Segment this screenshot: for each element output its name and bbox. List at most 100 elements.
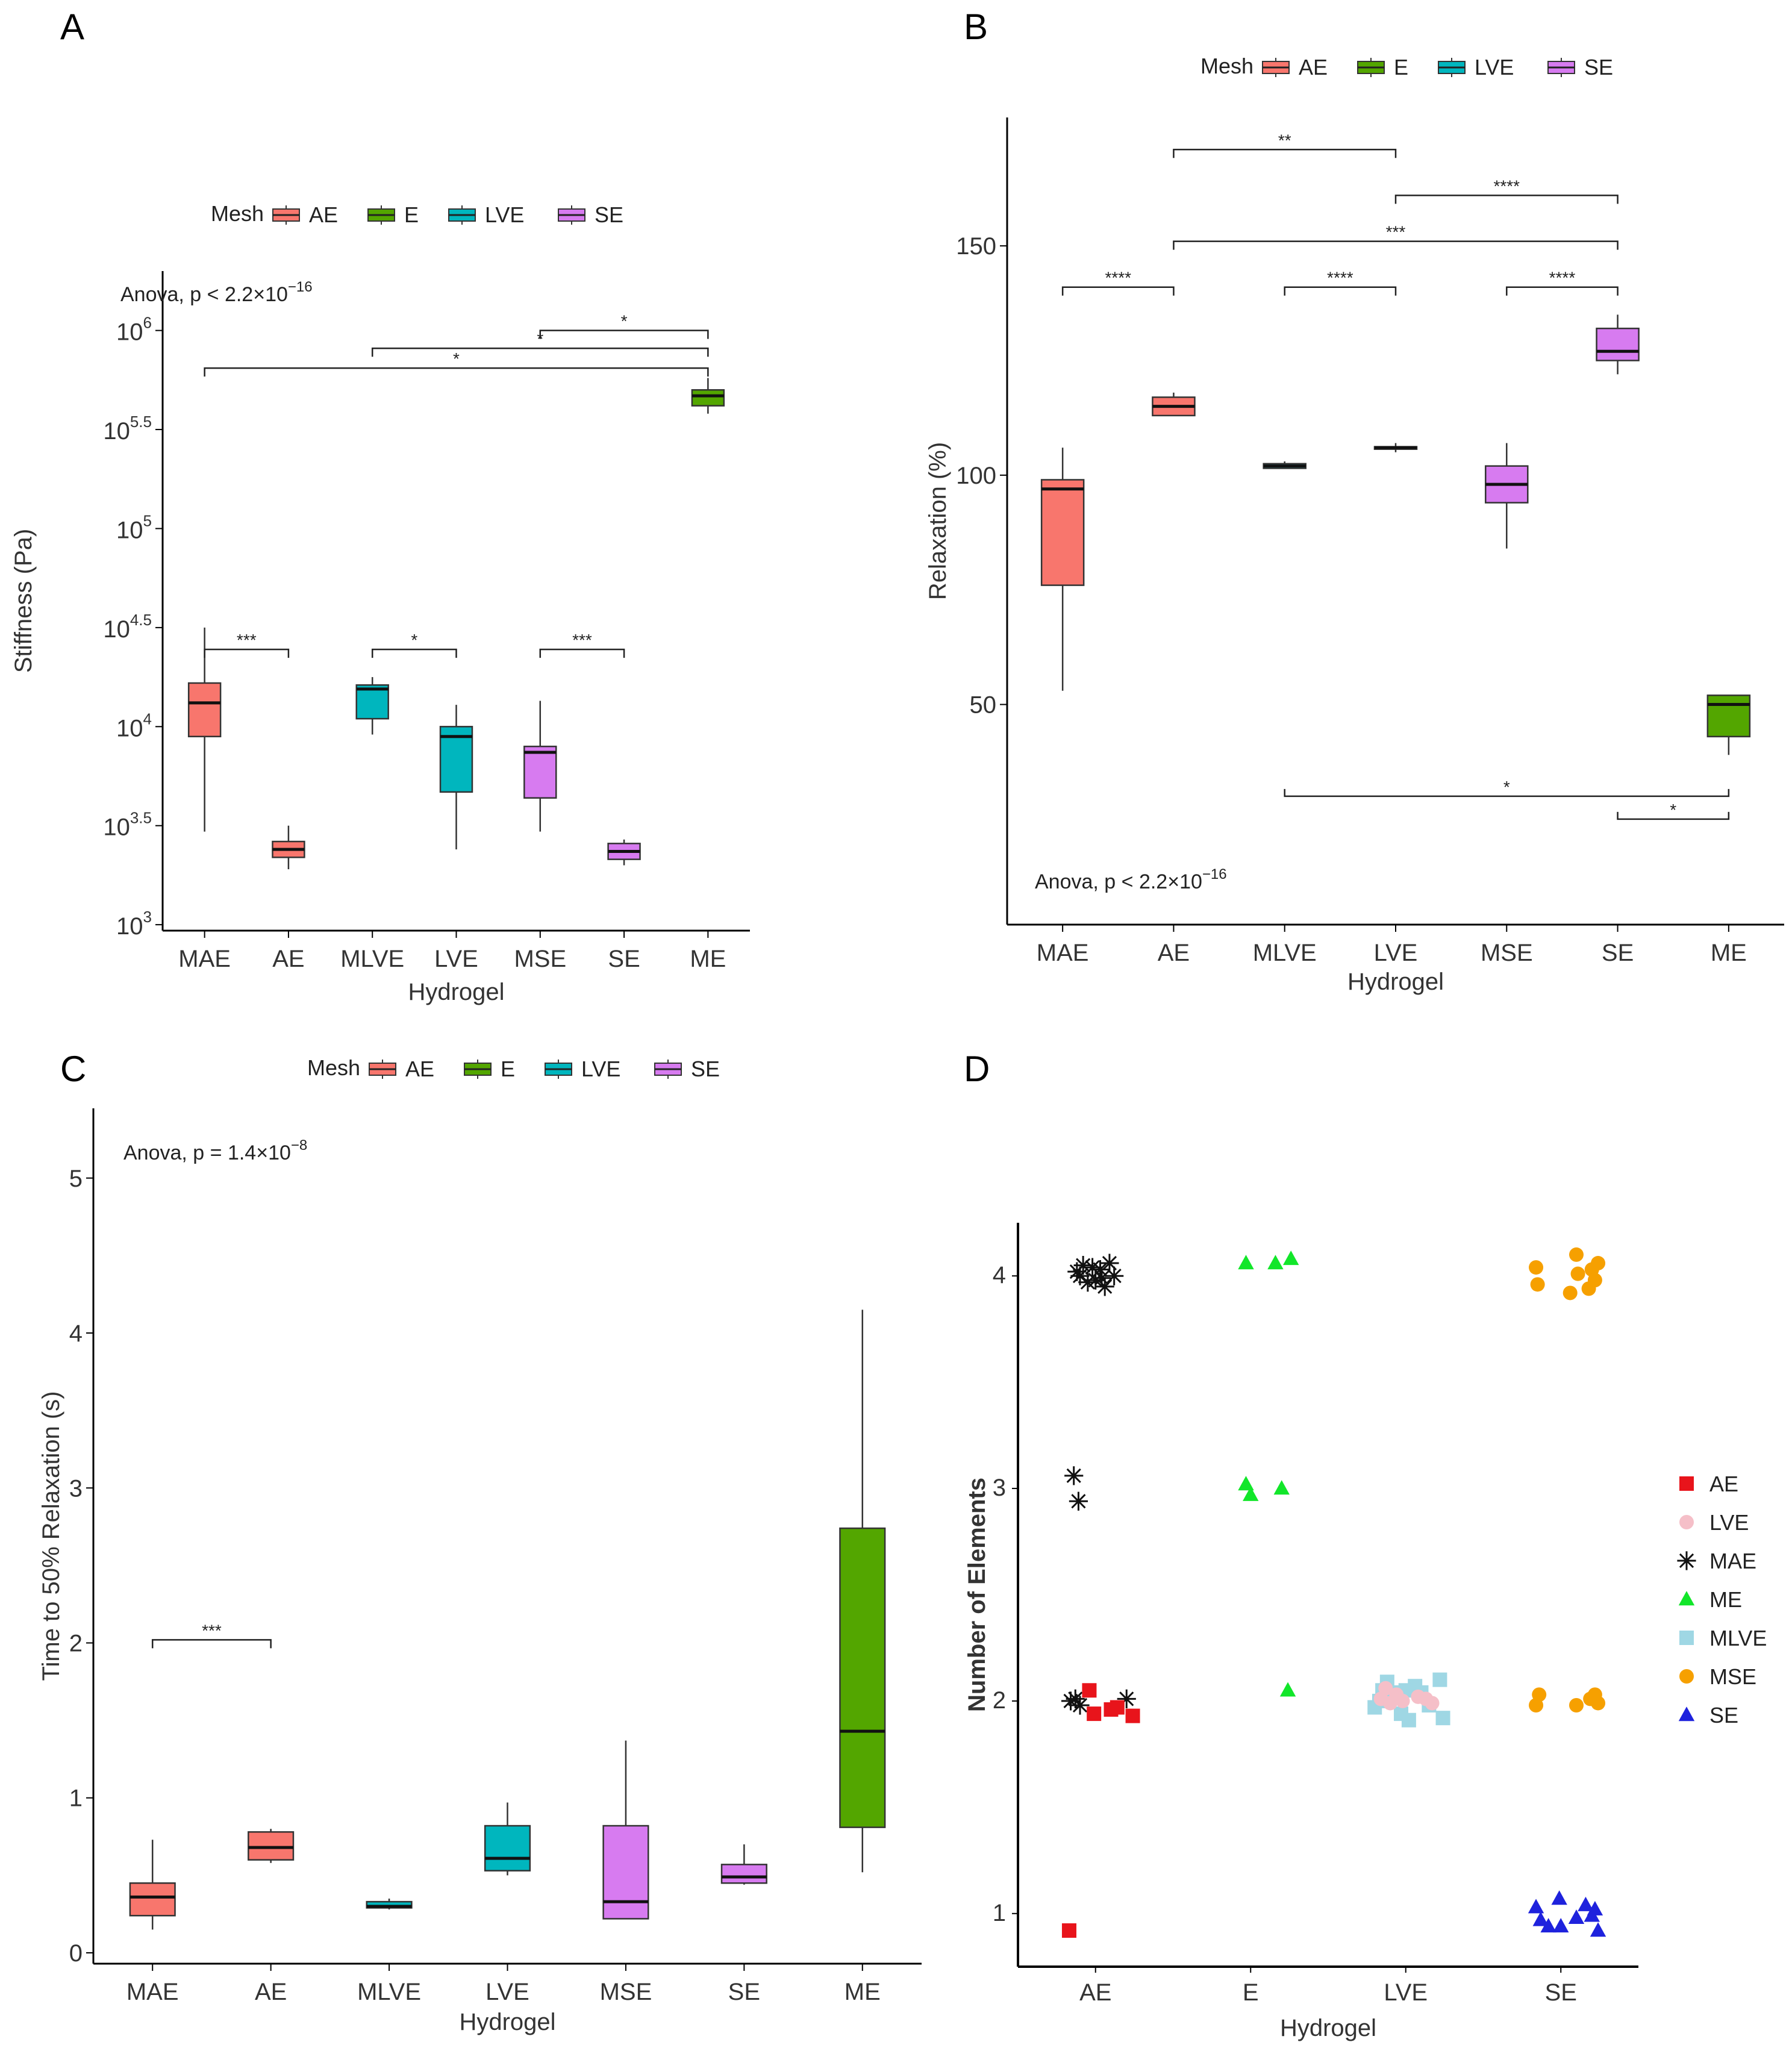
point-MAE [1066, 1689, 1085, 1708]
significance-label: * [537, 329, 543, 348]
point-MAE [1117, 1689, 1136, 1708]
anova-annotation: Anova, p < 2.2×10−16 [120, 279, 313, 306]
significance-bracket [1173, 240, 1619, 250]
significance-bracket [539, 648, 625, 658]
y-tick-label: 1 [69, 1785, 83, 1812]
point-ME [1238, 1255, 1254, 1270]
significance-bracket [1173, 149, 1397, 158]
point-LVE [1378, 1681, 1393, 1696]
legend-label-LVE: LVE [1709, 1510, 1749, 1535]
x-tick-label: ME [690, 946, 726, 972]
point-MSE [1532, 1687, 1547, 1702]
x-tick-label: LVE [1374, 940, 1418, 966]
legend-label-ME: ME [1709, 1587, 1742, 1612]
x-tick-label: LVE [1384, 1979, 1428, 2006]
y-tick-label: 103.5 [103, 809, 152, 841]
y-axis-title: Number of Elements [964, 1478, 990, 1712]
x-tick-label: ME [844, 1979, 881, 2005]
x-axis-title: Hydrogel [1347, 969, 1444, 995]
x-tick-label: E [1243, 1979, 1259, 2006]
panel-label: B [964, 7, 988, 47]
box-MAE [129, 1882, 176, 1917]
legend-title: Mesh [1200, 54, 1253, 78]
y-tick-label: 0 [69, 1940, 83, 1967]
x-tick-label: MSE [1481, 940, 1533, 966]
box-MAE [187, 682, 222, 737]
significance-label: *** [202, 1621, 222, 1640]
point-AE [1082, 1683, 1097, 1698]
y-tick-label: 1 [993, 1900, 1006, 1926]
significance-bracket [1617, 811, 1730, 820]
point-MAE [1083, 1258, 1102, 1277]
point-SE [1532, 1911, 1549, 1926]
legend-label-MAE: MAE [1709, 1549, 1756, 1573]
box-MLVE [366, 1900, 413, 1909]
y-tick-label: 2 [993, 1687, 1006, 1714]
point-MSE [1581, 1281, 1596, 1296]
significance-label: ** [1278, 131, 1291, 149]
box-ME [839, 1527, 886, 1828]
box-AE [248, 1831, 295, 1861]
y-tick-label: 106 [116, 314, 152, 346]
y-tick-label: 100 [956, 463, 996, 489]
panel-label: A [60, 7, 84, 47]
panel-c: C Mesh AE E LVE SE 0 1 2 3 4 5 MAE AE MLVE LVE MSE SE ME Hy… [38, 1049, 922, 2035]
y-tick-label: 150 [956, 233, 996, 260]
significance-bracket [151, 1639, 272, 1649]
significance-label: **** [1549, 269, 1576, 287]
legend-key-LVE [1679, 1515, 1694, 1529]
point-SE [1540, 1918, 1556, 1933]
significance-bracket [1061, 286, 1175, 296]
legend-key-SE [1678, 1706, 1695, 1722]
point-LVE [1425, 1696, 1440, 1711]
x-tick-label: MSE [514, 946, 566, 972]
y-tick-label: 5 [69, 1166, 83, 1192]
legend-label-E: E [404, 202, 419, 227]
point-MSE [1570, 1266, 1585, 1281]
point-AE [1087, 1706, 1102, 1722]
significance-bracket [371, 648, 457, 658]
box-SE [1596, 327, 1640, 361]
legend-label-SE: SE [1584, 55, 1613, 80]
y-tick-label: 50 [970, 692, 997, 719]
significance-bracket [1284, 286, 1397, 296]
point-SE [1578, 1896, 1594, 1911]
significance-label: * [621, 312, 628, 331]
significance-bracket [204, 367, 709, 377]
x-tick-label: MLVE [1253, 940, 1317, 966]
point-MAE [1061, 1691, 1081, 1711]
x-tick-label: MLVE [357, 1979, 421, 2005]
significance-label: *** [1386, 223, 1406, 242]
point-ME [1283, 1250, 1299, 1266]
point-MSE [1529, 1260, 1544, 1275]
significance-bracket [539, 329, 709, 339]
x-tick-label: LVE [434, 946, 478, 972]
x-tick-label: AE [1158, 940, 1190, 966]
box-ME [691, 389, 725, 407]
point-SE [1528, 1899, 1544, 1914]
panel-label: D [964, 1049, 990, 1089]
x-tick-label: AE [255, 1979, 287, 2005]
point-MSE [1530, 1277, 1545, 1292]
point-MAE [1092, 1269, 1111, 1288]
y-tick-label: 4 [69, 1320, 83, 1347]
legend-key-MAE [1677, 1551, 1696, 1570]
point-MAE [1073, 1255, 1093, 1275]
x-tick-label: SE [1545, 1979, 1577, 2006]
anova-annotation: Anova, p = 1.4×10−8 [123, 1137, 307, 1164]
x-axis-title: Hydrogel [1280, 2015, 1376, 2041]
panel-d: D 1 2 3 4 AE E LVE SE Hydrogel Number of Elements A… [964, 1049, 1767, 2041]
x-tick-label: MAE [126, 1979, 179, 2005]
y-axis-title: Relaxation (%) [925, 442, 951, 600]
y-tick-label: 3 [69, 1475, 83, 1502]
point-MAE [1078, 1273, 1097, 1292]
legend-key-AE [1679, 1476, 1694, 1491]
legend-label-MSE: MSE [1709, 1664, 1756, 1689]
point-ME [1238, 1476, 1254, 1491]
legend-label-AE: AE [1299, 55, 1328, 80]
point-ME [1273, 1480, 1290, 1495]
point-SE [1568, 1909, 1585, 1925]
legend-key-MSE [1679, 1669, 1694, 1684]
legend-label-AE: AE [1709, 1472, 1738, 1496]
